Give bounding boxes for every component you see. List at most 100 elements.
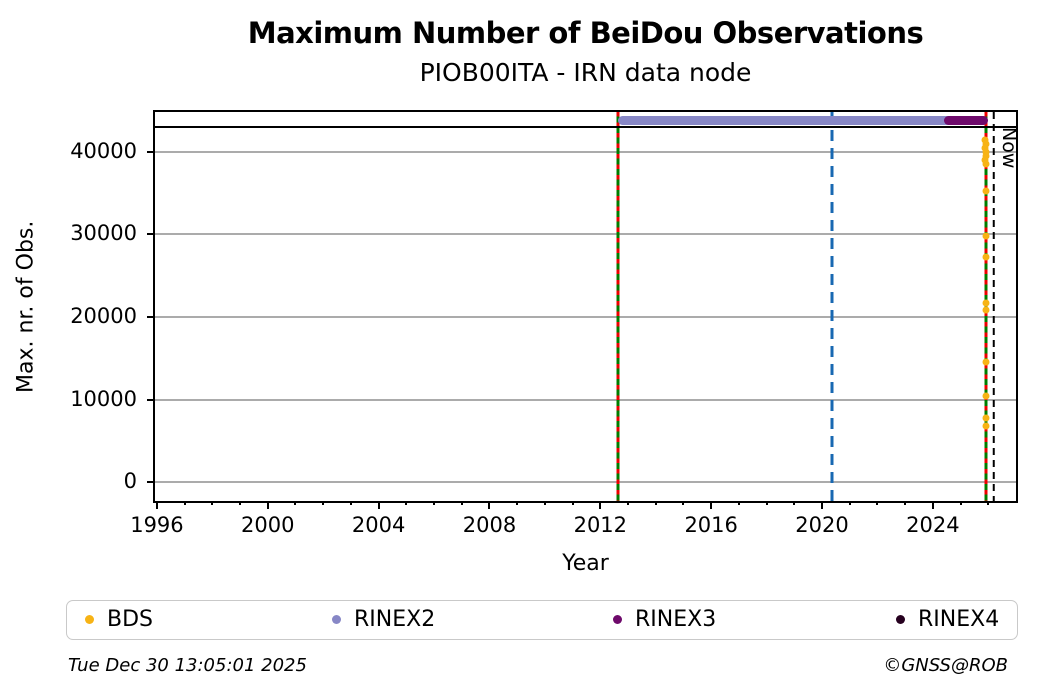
x-major-tick-2016	[710, 501, 713, 509]
x-tick-label-2024: 2024	[906, 513, 960, 537]
data-start-line	[616, 112, 620, 501]
data-end-line	[984, 112, 988, 501]
rinex2-dot-icon	[332, 615, 341, 624]
refline-layer	[155, 112, 1016, 501]
bds-dot-icon	[85, 615, 94, 624]
x-tick-label-2004: 2004	[351, 513, 406, 537]
x-minor-tick-2006	[433, 501, 436, 505]
now-annotation: Now	[997, 127, 1020, 169]
max-obs-line	[155, 125, 1016, 129]
y-major-tick-30000	[147, 233, 153, 236]
band-rinex2	[617, 115, 987, 125]
x-major-tick-2012	[599, 501, 602, 509]
y-tick-label-20000: 20000	[70, 303, 137, 328]
bds-point	[982, 187, 990, 195]
chart-title: Maximum Number of BeiDou Observations	[247, 16, 924, 50]
grid-layer	[155, 112, 1016, 501]
bds-point	[982, 140, 990, 148]
bds-point	[982, 148, 990, 156]
x-major-tick-2004	[377, 501, 380, 509]
x-minor-tick-2011	[571, 501, 574, 505]
blue-event-line	[830, 112, 834, 501]
x-minor-tick-2001	[294, 501, 297, 505]
x-minor-tick-2021	[848, 501, 851, 505]
rinex4-dot-icon	[896, 615, 905, 624]
gridline-y-20000	[155, 315, 1016, 318]
chart-subtitle: PIOB00ITA - IRN data node	[419, 58, 752, 87]
y-major-tick-10000	[147, 398, 153, 401]
bds-point	[982, 392, 990, 400]
x-minor-tick-2003	[349, 501, 352, 505]
x-tick-label-2008: 2008	[462, 513, 517, 537]
x-minor-tick-2013	[627, 501, 630, 505]
x-minor-tick-2014	[654, 501, 657, 505]
vline-layer	[155, 112, 1016, 501]
legend-label: BDS	[107, 607, 153, 632]
y-tick-label-0: 0	[123, 469, 137, 494]
band-rinex3	[943, 115, 988, 125]
x-major-tick-2024	[931, 501, 934, 509]
legend-item-rinex3: RINEX3	[613, 601, 716, 638]
legend-box: BDS RINEX2 RINEX3 RINEX4	[66, 600, 1018, 640]
x-minor-tick-2019	[793, 501, 796, 505]
band-layer	[155, 112, 1016, 501]
credit-text: ©GNSS@ROB	[883, 655, 1008, 676]
x-tick-label-2016: 2016	[684, 513, 738, 537]
x-minor-tick-2002	[322, 501, 325, 505]
x-minor-tick-1997	[183, 501, 186, 505]
gridline-y-10000	[155, 398, 1016, 401]
x-minor-tick-2018	[765, 501, 768, 505]
x-major-tick-2020	[821, 501, 824, 509]
x-minor-tick-2005	[405, 501, 408, 505]
gridline-y-0	[155, 481, 1016, 484]
point-layer	[155, 112, 1016, 501]
bds-point	[982, 306, 990, 314]
rinex3-dot-icon	[613, 615, 622, 624]
bds-point	[982, 232, 990, 240]
x-tick-label-1996: 1996	[130, 513, 184, 537]
y-major-tick-40000	[147, 150, 153, 153]
bds-point	[982, 299, 990, 307]
x-minor-tick-2009	[516, 501, 519, 505]
legend-item-rinex4: RINEX4	[896, 601, 999, 638]
bds-point	[982, 152, 990, 160]
legend-item-rinex2: RINEX2	[332, 601, 435, 638]
x-major-tick-1996	[155, 501, 158, 509]
x-minor-tick-2023	[904, 501, 907, 505]
x-minor-tick-2017	[737, 501, 740, 505]
bds-point	[982, 358, 990, 366]
x-major-tick-2008	[488, 501, 491, 509]
x-tick-label-2020: 2020	[795, 513, 849, 537]
bds-point	[982, 253, 990, 261]
x-major-tick-2000	[266, 501, 269, 509]
x-tick-label-2012: 2012	[573, 513, 628, 537]
now-line	[992, 112, 996, 501]
bds-point	[982, 414, 990, 422]
y-tick-label-30000: 30000	[70, 221, 137, 246]
legend-item-bds: BDS	[85, 601, 153, 638]
x-minor-tick-2015	[682, 501, 685, 505]
legend-label: RINEX4	[918, 607, 1000, 632]
x-minor-tick-2010	[543, 501, 546, 505]
tick-layer	[147, 112, 1016, 509]
bds-point	[981, 136, 989, 144]
x-minor-tick-1999	[239, 501, 242, 505]
bds-point	[982, 160, 990, 168]
x-minor-tick-2022	[876, 501, 879, 505]
y-tick-label-40000: 40000	[70, 138, 137, 163]
legend-label: RINEX3	[635, 607, 717, 632]
x-minor-tick-2026	[987, 501, 990, 505]
x-minor-tick-1998	[211, 501, 214, 505]
y-major-tick-0	[147, 481, 153, 484]
gridline-y-30000	[155, 233, 1016, 236]
x-axis-label: Year	[562, 551, 609, 576]
y-major-tick-20000	[147, 315, 153, 318]
y-tick-label-10000: 10000	[70, 386, 137, 411]
x-minor-tick-2007	[460, 501, 463, 505]
bds-point	[981, 156, 989, 164]
bds-point	[982, 422, 990, 430]
gridline-y-40000	[155, 150, 1016, 153]
plot-timestamp: Tue Dec 30 13:05:01 2025	[68, 655, 307, 676]
legend-label: RINEX2	[354, 607, 436, 632]
